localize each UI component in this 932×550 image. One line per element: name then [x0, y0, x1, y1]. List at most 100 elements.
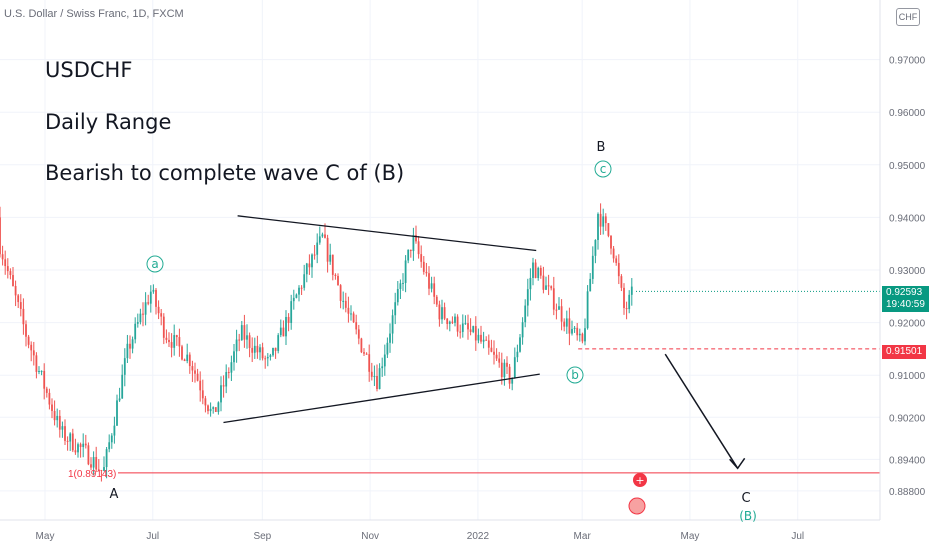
- candle-body: [61, 426, 64, 430]
- candle-body: [607, 223, 610, 236]
- candle: [318, 226, 321, 245]
- candle-body: [347, 307, 350, 314]
- candle: [555, 303, 558, 320]
- candle: [222, 375, 225, 398]
- candle-body: [181, 346, 183, 360]
- note-symbol: USDCHF: [45, 58, 133, 82]
- candle-body: [537, 267, 540, 278]
- candle-body: [165, 337, 168, 340]
- candle: [121, 364, 124, 399]
- candle-body: [238, 339, 241, 341]
- candle: [456, 314, 459, 337]
- candle-body: [25, 324, 27, 337]
- candle-body: [552, 288, 555, 310]
- candle-body: [97, 469, 100, 471]
- candle: [420, 245, 423, 268]
- candle-body: [519, 337, 521, 352]
- candle-body: [261, 347, 264, 359]
- candle: [84, 434, 87, 449]
- candle-body: [191, 366, 194, 371]
- candle-body: [113, 425, 116, 436]
- candle-body: [311, 254, 313, 268]
- candle-body: [389, 333, 391, 343]
- trendline-triangle-upper: [237, 215, 537, 252]
- candle: [352, 311, 355, 323]
- candle-body: [495, 354, 498, 359]
- candle: [425, 262, 428, 277]
- currency-badge[interactable]: CHF: [896, 8, 920, 26]
- candle-body: [368, 354, 371, 372]
- candle: [485, 336, 488, 341]
- note-range: Daily Range: [45, 110, 172, 134]
- candle-body: [329, 254, 332, 262]
- candle: [298, 285, 300, 302]
- candle: [82, 433, 85, 458]
- candle: [563, 318, 566, 332]
- candle-body: [620, 276, 623, 288]
- candle: [321, 232, 324, 238]
- candle-body: [69, 433, 72, 442]
- candle: [1, 245, 4, 266]
- candle-body: [365, 353, 368, 355]
- candle-body: [485, 339, 488, 341]
- candle: [269, 353, 272, 361]
- candle-body: [287, 316, 290, 323]
- candle: [347, 296, 350, 323]
- y-tick-label: 0.93000: [889, 266, 926, 277]
- candle-body: [568, 318, 571, 334]
- candle-body: [599, 213, 602, 227]
- y-tick-label: 0.96000: [889, 108, 926, 119]
- candle: [381, 357, 384, 377]
- candle-body: [248, 335, 251, 348]
- candle-body: [318, 236, 321, 243]
- candle: [201, 379, 204, 405]
- candle-body: [404, 260, 407, 283]
- candle-body: [53, 410, 56, 421]
- wave-label-a-circle: [146, 255, 164, 273]
- candle-body: [511, 377, 514, 384]
- candle-body: [155, 289, 157, 307]
- candle-body: [532, 262, 534, 278]
- candle-body: [521, 322, 524, 338]
- candle: [285, 310, 287, 346]
- candle: [430, 276, 433, 293]
- candle: [539, 265, 542, 279]
- candle: [22, 298, 25, 335]
- candle-body: [77, 444, 79, 453]
- candle: [79, 442, 82, 458]
- candle-body: [386, 342, 389, 355]
- y-tick-label: 0.95000: [889, 161, 926, 172]
- candle: [560, 299, 563, 331]
- candle: [529, 268, 532, 301]
- candle: [108, 434, 111, 453]
- candle: [165, 329, 168, 344]
- symbol-header: U.S. Dollar / Swiss Franc, 1D, FXCM: [4, 8, 184, 20]
- candle-body: [487, 340, 490, 348]
- candle: [378, 363, 381, 390]
- chart-axes: 0.97000 0.96000 0.95000 0.94000 0.93000 0.920…: [0, 0, 926, 542]
- candle: [365, 352, 368, 355]
- x-tick-label: 2022: [467, 531, 490, 542]
- candle: [287, 313, 290, 332]
- candle-body: [625, 308, 628, 310]
- candle: [175, 334, 178, 346]
- candle: [48, 388, 51, 410]
- y-tick-label: 0.92000: [889, 319, 926, 330]
- candle: [97, 459, 100, 472]
- candle: [339, 284, 342, 309]
- candle-body: [550, 286, 553, 289]
- candle-body: [279, 327, 282, 336]
- candle-body: [394, 302, 397, 316]
- candle: [516, 344, 519, 363]
- candle-body: [516, 351, 519, 358]
- wave-label-c: c: [600, 162, 607, 176]
- candle-body: [308, 263, 311, 268]
- candle: [630, 278, 633, 306]
- candle-body: [116, 400, 118, 426]
- candle-body: [168, 339, 170, 343]
- candle: [454, 313, 456, 327]
- candle: [149, 285, 152, 313]
- candle-body: [220, 385, 222, 403]
- candle: [337, 273, 339, 286]
